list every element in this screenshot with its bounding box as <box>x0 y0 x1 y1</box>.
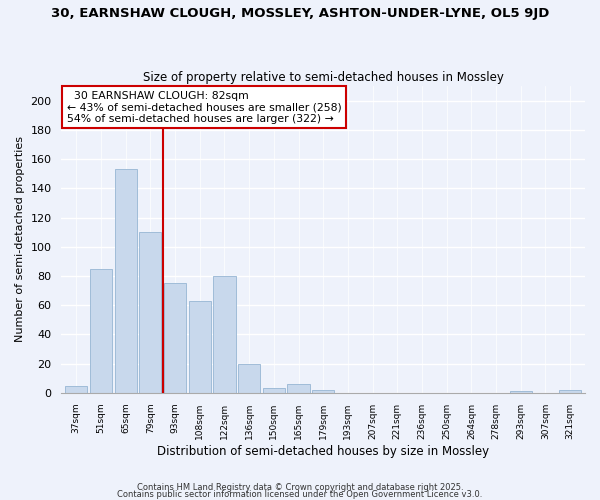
Bar <box>90 268 112 393</box>
Bar <box>188 301 211 393</box>
Bar <box>65 386 88 393</box>
Bar <box>213 276 236 393</box>
Bar <box>509 392 532 393</box>
Text: Contains HM Land Registry data © Crown copyright and database right 2025.: Contains HM Land Registry data © Crown c… <box>137 484 463 492</box>
Title: Size of property relative to semi-detached houses in Mossley: Size of property relative to semi-detach… <box>143 70 503 84</box>
Y-axis label: Number of semi-detached properties: Number of semi-detached properties <box>15 136 25 342</box>
Bar <box>139 232 161 393</box>
Text: 30 EARNSHAW CLOUGH: 82sqm
← 43% of semi-detached houses are smaller (258)
54% of: 30 EARNSHAW CLOUGH: 82sqm ← 43% of semi-… <box>67 90 341 124</box>
Bar <box>559 390 581 393</box>
Bar <box>164 284 186 393</box>
Bar <box>115 170 137 393</box>
Bar <box>263 388 285 393</box>
X-axis label: Distribution of semi-detached houses by size in Mossley: Distribution of semi-detached houses by … <box>157 444 489 458</box>
Bar <box>287 384 310 393</box>
Bar <box>238 364 260 393</box>
Bar <box>312 390 334 393</box>
Text: 30, EARNSHAW CLOUGH, MOSSLEY, ASHTON-UNDER-LYNE, OL5 9JD: 30, EARNSHAW CLOUGH, MOSSLEY, ASHTON-UND… <box>51 8 549 20</box>
Text: Contains public sector information licensed under the Open Government Licence v3: Contains public sector information licen… <box>118 490 482 499</box>
